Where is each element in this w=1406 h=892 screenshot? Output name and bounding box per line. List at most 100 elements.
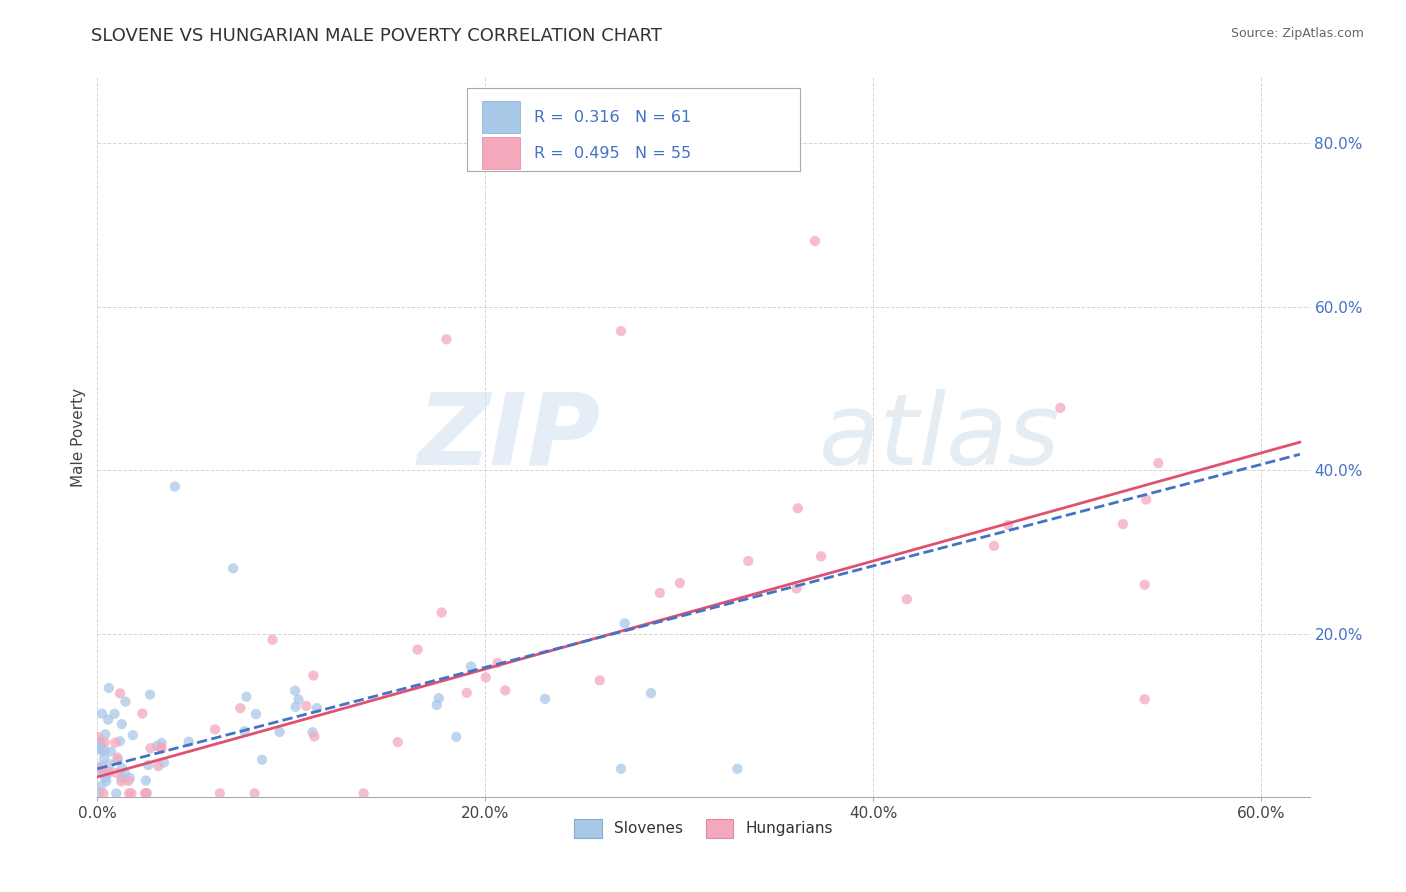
Point	[208, 786, 231, 800]
Point	[107, 753, 129, 767]
Point	[1112, 517, 1135, 532]
Point	[610, 324, 633, 338]
Point	[91, 744, 114, 758]
Point	[494, 683, 516, 698]
Point	[456, 686, 478, 700]
Point	[613, 616, 636, 631]
Point	[725, 762, 748, 776]
Point	[233, 724, 256, 739]
Point	[93, 786, 115, 800]
Point	[153, 756, 176, 770]
Point	[640, 686, 662, 700]
Point	[114, 695, 136, 709]
Point	[148, 759, 170, 773]
Point	[111, 761, 134, 775]
Point	[1049, 401, 1071, 415]
Point	[983, 539, 1005, 553]
Point	[304, 730, 326, 744]
Point	[94, 771, 117, 785]
Point	[89, 735, 111, 749]
Point	[163, 479, 186, 493]
Text: SLOVENE VS HUNGARIAN MALE POVERTY CORRELATION CHART: SLOVENE VS HUNGARIAN MALE POVERTY CORREL…	[91, 27, 662, 45]
Point	[89, 785, 111, 799]
Point	[1133, 692, 1156, 706]
Point	[117, 773, 139, 788]
Point	[111, 717, 134, 731]
Point	[786, 582, 808, 596]
Point	[105, 786, 128, 800]
Point	[737, 554, 759, 568]
Point	[90, 758, 112, 772]
Point	[120, 786, 142, 800]
Point	[135, 786, 157, 800]
Point	[406, 642, 429, 657]
FancyBboxPatch shape	[482, 101, 520, 133]
Point	[284, 699, 307, 714]
Text: Source: ZipAtlas.com: Source: ZipAtlas.com	[1230, 27, 1364, 40]
Point	[139, 741, 162, 756]
Point	[302, 668, 325, 682]
Point	[250, 753, 273, 767]
Point	[150, 741, 173, 756]
Point	[107, 750, 129, 764]
Point	[104, 736, 127, 750]
Point	[269, 725, 291, 739]
Point	[90, 779, 112, 793]
Point	[93, 751, 115, 765]
Point	[426, 698, 449, 712]
Point	[105, 765, 128, 780]
Point	[121, 728, 143, 742]
Point	[534, 692, 557, 706]
Point	[305, 701, 328, 715]
Point	[1133, 578, 1156, 592]
Point	[131, 706, 153, 721]
Point	[786, 501, 808, 516]
Point	[93, 744, 115, 758]
Point	[810, 549, 832, 564]
Point	[87, 764, 110, 778]
Point	[486, 656, 509, 670]
Point	[90, 738, 112, 752]
Point	[89, 761, 111, 775]
Point	[110, 774, 132, 789]
Point	[295, 698, 318, 713]
Point	[222, 561, 245, 575]
Point	[353, 786, 375, 800]
Point	[245, 707, 267, 722]
Point	[1147, 456, 1170, 470]
Point	[135, 773, 157, 788]
Point	[204, 723, 226, 737]
Text: R =  0.495   N = 55: R = 0.495 N = 55	[534, 145, 690, 161]
Point	[262, 632, 284, 647]
Text: R =  0.316   N = 61: R = 0.316 N = 61	[534, 110, 690, 125]
Point	[134, 786, 156, 800]
Point	[136, 758, 159, 772]
FancyBboxPatch shape	[482, 137, 520, 169]
Text: ZIP: ZIP	[418, 389, 600, 486]
Point	[610, 762, 633, 776]
Point	[87, 730, 110, 744]
Point	[446, 730, 468, 744]
Point	[648, 586, 671, 600]
Point	[474, 670, 496, 684]
Point	[96, 774, 118, 789]
Point	[94, 735, 117, 749]
Point	[135, 786, 157, 800]
Point	[149, 740, 172, 755]
FancyBboxPatch shape	[467, 88, 800, 171]
Point	[87, 741, 110, 756]
Point	[150, 736, 173, 750]
Point	[287, 692, 309, 706]
Point	[387, 735, 409, 749]
Point	[118, 786, 141, 800]
Point	[108, 734, 131, 748]
Point	[460, 659, 482, 673]
Point	[427, 691, 450, 706]
Point	[108, 686, 131, 700]
Point	[229, 701, 252, 715]
Point	[436, 332, 458, 346]
Point	[104, 706, 127, 721]
Point	[284, 683, 307, 698]
Point	[669, 576, 692, 591]
Point	[94, 727, 117, 741]
